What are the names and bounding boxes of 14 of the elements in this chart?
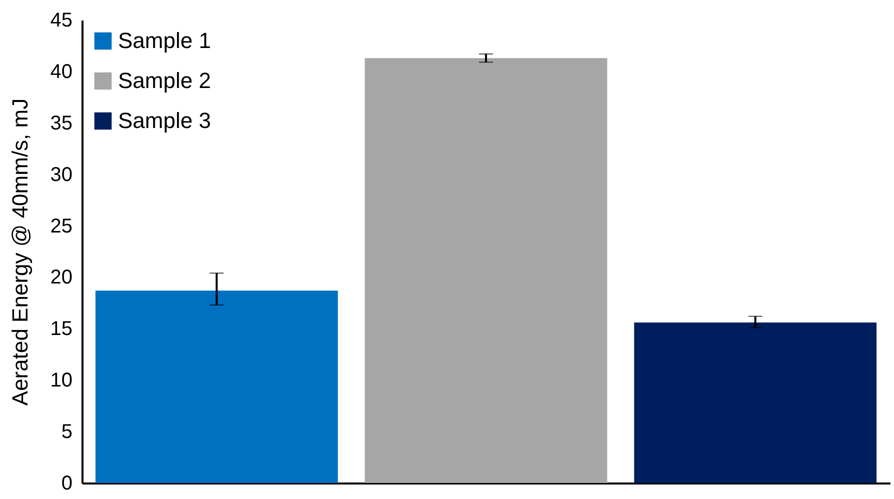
- y-tick-label: 30: [50, 164, 72, 186]
- legend-label: Sample 3: [118, 108, 211, 133]
- y-tick-label: 20: [50, 266, 72, 289]
- y-tick-label: 10: [50, 370, 72, 392]
- y-tick-label: 0: [61, 472, 72, 494]
- y-tick-label: 35: [50, 112, 72, 134]
- y-tick-label: 5: [61, 421, 72, 444]
- legend-label: Sample 2: [118, 68, 211, 93]
- y-tick-label: 25: [50, 215, 72, 238]
- y-tick-label: 15: [50, 318, 72, 340]
- legend-label: Sample 1: [118, 28, 211, 53]
- y-tick-label: 45: [50, 10, 72, 32]
- y-axis-title: Aerated Energy @ 40mm/s, mJ: [7, 98, 32, 406]
- y-tick-label: 40: [50, 60, 72, 83]
